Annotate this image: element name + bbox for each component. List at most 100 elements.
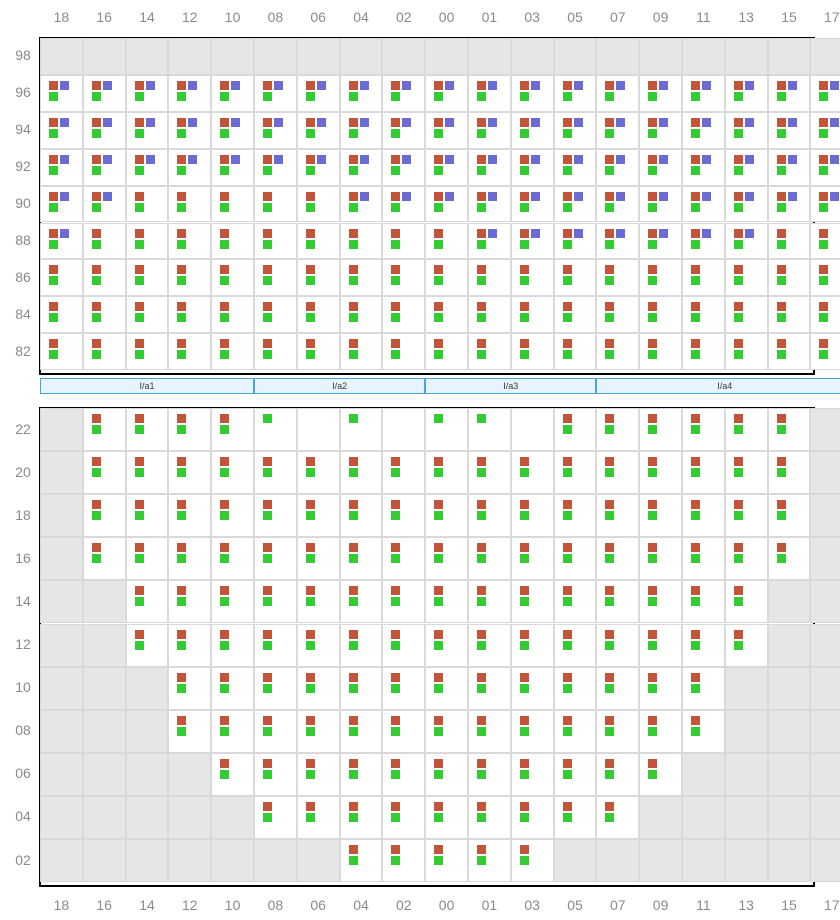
seat-cell[interactable]	[83, 796, 126, 839]
seat-cell[interactable]	[468, 38, 511, 75]
seat-cell[interactable]	[425, 38, 468, 75]
seat-cell[interactable]	[211, 796, 254, 839]
seat-cell[interactable]	[682, 710, 725, 753]
seat-cell[interactable]	[639, 112, 682, 149]
seat-cell[interactable]	[768, 38, 811, 75]
seat-cell[interactable]	[382, 259, 425, 296]
seat-cell[interactable]	[168, 451, 211, 494]
seat-cell[interactable]	[297, 580, 340, 623]
seat-cell[interactable]	[554, 223, 597, 260]
seat-cell[interactable]	[725, 580, 768, 623]
seat-cell[interactable]	[340, 149, 383, 186]
seat-cell[interactable]	[297, 624, 340, 667]
seat-cell[interactable]	[254, 839, 297, 882]
seat-cell[interactable]	[83, 223, 126, 260]
seat-cell[interactable]	[810, 710, 840, 753]
seat-cell[interactable]	[468, 186, 511, 223]
seat-cell[interactable]	[168, 75, 211, 112]
seat-cell[interactable]	[425, 839, 468, 882]
seat-cell[interactable]	[768, 710, 811, 753]
seat-cell[interactable]	[468, 710, 511, 753]
seat-cell[interactable]	[297, 494, 340, 537]
seat-cell[interactable]	[254, 667, 297, 710]
seat-cell[interactable]	[810, 796, 840, 839]
seat-cell[interactable]	[768, 112, 811, 149]
seat-cell[interactable]	[254, 796, 297, 839]
seat-cell[interactable]	[810, 753, 840, 796]
seat-cell[interactable]	[211, 149, 254, 186]
seat-cell[interactable]	[554, 667, 597, 710]
seat-cell[interactable]	[682, 408, 725, 451]
seat-cell[interactable]	[768, 796, 811, 839]
seat-cell[interactable]	[83, 537, 126, 580]
seat-cell[interactable]	[340, 296, 383, 333]
seat-cell[interactable]	[596, 296, 639, 333]
seat-cell[interactable]	[810, 186, 840, 223]
seat-cell[interactable]	[168, 296, 211, 333]
seat-cell[interactable]	[554, 624, 597, 667]
seat-cell[interactable]	[768, 624, 811, 667]
seat-cell[interactable]	[425, 333, 468, 370]
seat-cell[interactable]	[382, 580, 425, 623]
seat-cell[interactable]	[511, 796, 554, 839]
seat-cell[interactable]	[554, 149, 597, 186]
seat-cell[interactable]	[682, 75, 725, 112]
seat-cell[interactable]	[126, 75, 169, 112]
seat-cell[interactable]	[382, 333, 425, 370]
seat-cell[interactable]	[340, 624, 383, 667]
seat-cell[interactable]	[511, 296, 554, 333]
seat-cell[interactable]	[211, 667, 254, 710]
seat-cell[interactable]	[810, 296, 840, 333]
seat-cell[interactable]	[340, 451, 383, 494]
seat-cell[interactable]	[211, 259, 254, 296]
seat-cell[interactable]	[211, 494, 254, 537]
seat-cell[interactable]	[340, 839, 383, 882]
seat-cell[interactable]	[83, 753, 126, 796]
seat-cell[interactable]	[768, 186, 811, 223]
seat-cell[interactable]	[254, 624, 297, 667]
seat-cell[interactable]	[425, 537, 468, 580]
seat-cell[interactable]	[168, 667, 211, 710]
seat-cell[interactable]	[768, 667, 811, 710]
seat-cell[interactable]	[511, 753, 554, 796]
seat-cell[interactable]	[211, 839, 254, 882]
seat-cell[interactable]	[596, 149, 639, 186]
seat-cell[interactable]	[126, 223, 169, 260]
seat-cell[interactable]	[554, 112, 597, 149]
seat-cell[interactable]	[468, 494, 511, 537]
seat-cell[interactable]	[596, 537, 639, 580]
seat-cell[interactable]	[810, 839, 840, 882]
seat-cell[interactable]	[382, 186, 425, 223]
seat-cell[interactable]	[596, 667, 639, 710]
seat-cell[interactable]	[340, 75, 383, 112]
seat-cell[interactable]	[340, 112, 383, 149]
seat-cell[interactable]	[425, 451, 468, 494]
seat-cell[interactable]	[639, 408, 682, 451]
seat-cell[interactable]	[254, 38, 297, 75]
seat-cell[interactable]	[340, 186, 383, 223]
seat-cell[interactable]	[725, 408, 768, 451]
seat-cell[interactable]	[425, 580, 468, 623]
seat-cell[interactable]	[126, 624, 169, 667]
seat-cell[interactable]	[297, 149, 340, 186]
seat-cell[interactable]	[126, 753, 169, 796]
seat-cell[interactable]	[468, 537, 511, 580]
seat-cell[interactable]	[596, 408, 639, 451]
seat-cell[interactable]	[468, 223, 511, 260]
seat-cell[interactable]	[382, 796, 425, 839]
section-segment[interactable]: I/a4	[596, 378, 840, 394]
seat-cell[interactable]	[126, 537, 169, 580]
seat-cell[interactable]	[340, 580, 383, 623]
seat-cell[interactable]	[639, 624, 682, 667]
seat-cell[interactable]	[211, 624, 254, 667]
seat-cell[interactable]	[725, 186, 768, 223]
seat-cell[interactable]	[682, 494, 725, 537]
seat-cell[interactable]	[554, 451, 597, 494]
seat-cell[interactable]	[254, 259, 297, 296]
seat-cell[interactable]	[254, 296, 297, 333]
seat-cell[interactable]	[725, 296, 768, 333]
seat-cell[interactable]	[639, 667, 682, 710]
seat-cell[interactable]	[382, 624, 425, 667]
seat-cell[interactable]	[297, 710, 340, 753]
seat-cell[interactable]	[83, 38, 126, 75]
